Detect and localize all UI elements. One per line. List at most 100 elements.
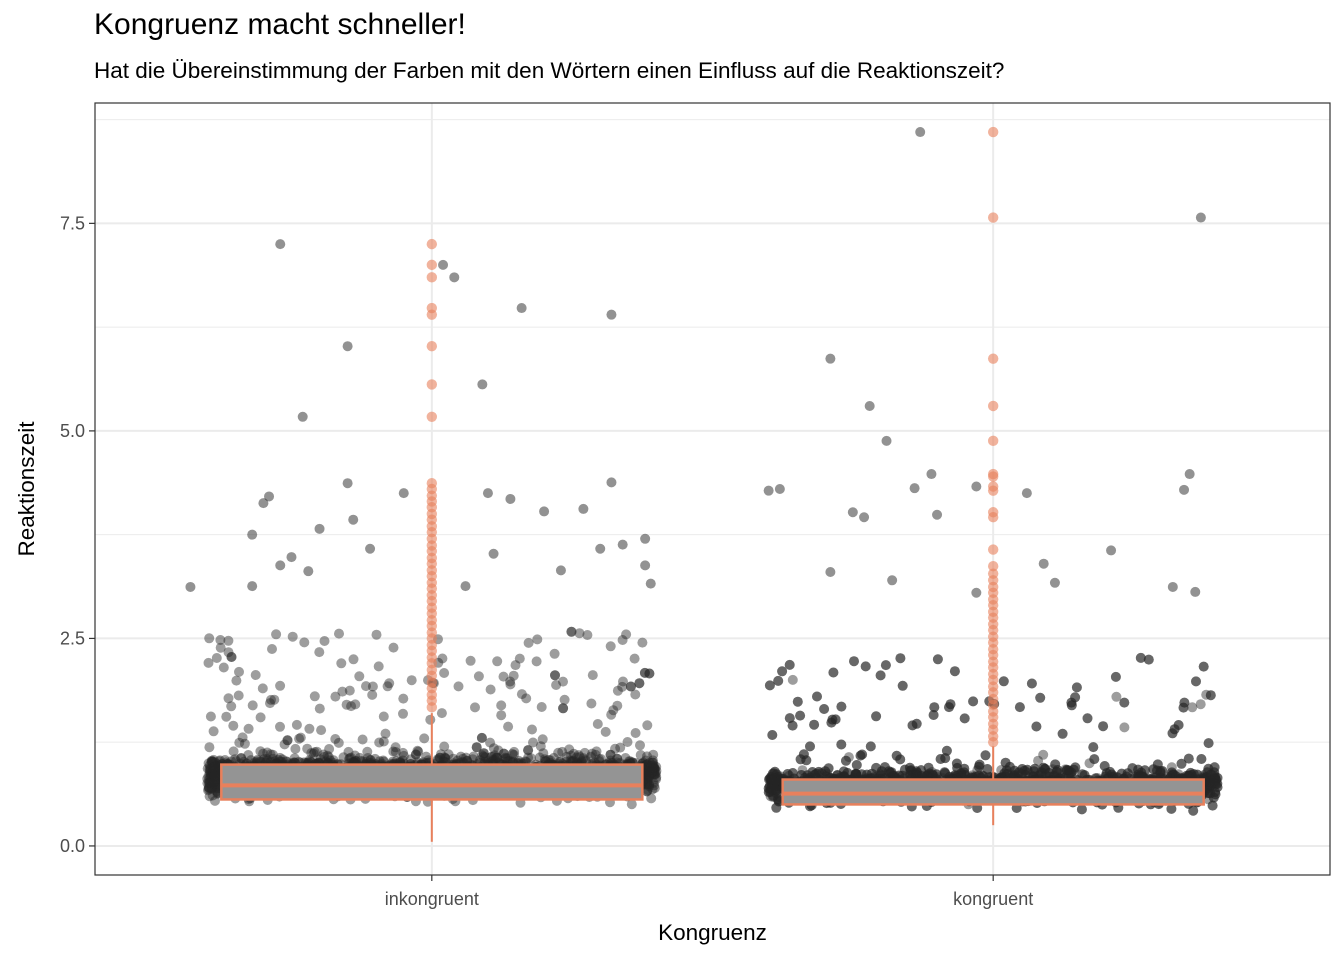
jitter-point <box>974 759 985 770</box>
jitter-point <box>929 702 940 713</box>
jitter-point <box>1009 769 1020 780</box>
jitter-point <box>641 759 652 770</box>
jitter-point <box>586 751 596 762</box>
jitter-point <box>1183 770 1194 781</box>
jitter-point <box>643 766 654 776</box>
jitter-point <box>960 770 971 780</box>
jitter-point <box>1179 697 1190 708</box>
jitter-point <box>1076 804 1087 815</box>
jitter-point <box>773 796 784 807</box>
jitter-point <box>341 699 352 710</box>
jitter-point <box>505 755 516 766</box>
jitter-point <box>208 763 219 774</box>
jitter-point <box>769 777 780 788</box>
jitter-point <box>651 772 662 783</box>
jitter-point <box>1209 773 1220 784</box>
jitter-point <box>856 769 867 780</box>
jitter-point <box>202 778 213 789</box>
jitter-point <box>523 745 534 756</box>
jitter-point <box>587 670 598 681</box>
jitter-point <box>1198 770 1209 781</box>
jitter-point <box>612 753 623 764</box>
jitter-point <box>1202 767 1213 778</box>
jitter-point <box>612 700 623 711</box>
jitter-point <box>471 742 482 753</box>
jitter-point <box>827 714 838 725</box>
jitter-point <box>492 752 503 763</box>
jitter-point <box>206 769 217 780</box>
jitter-point <box>398 693 409 704</box>
jitter-point <box>639 667 650 678</box>
jitter-point <box>287 631 298 642</box>
jitter-point <box>617 635 628 645</box>
jitter-point <box>334 628 344 639</box>
jitter-point <box>772 772 783 782</box>
jitter-point <box>1064 768 1075 778</box>
jitter-point <box>208 726 219 737</box>
jitter-point <box>425 714 436 725</box>
jitter-point <box>344 685 355 696</box>
jitter-point <box>397 755 408 766</box>
jitter-point <box>507 749 518 759</box>
jitter-point <box>813 766 824 777</box>
jitter-point <box>910 770 921 781</box>
jitter-point <box>500 753 511 764</box>
jitter-point <box>211 760 222 771</box>
jitter-point <box>830 714 841 725</box>
jitter-point <box>410 749 421 760</box>
jitter-point <box>838 766 849 777</box>
jitter-point <box>1106 769 1117 780</box>
jitter-point <box>770 772 781 783</box>
jitter-point <box>203 657 214 668</box>
jitter-point <box>209 776 220 787</box>
jitter-point <box>319 636 330 646</box>
jitter-point <box>974 759 985 770</box>
jitter-point <box>644 779 655 790</box>
jitter-point <box>1016 769 1027 780</box>
jitter-point <box>1203 785 1214 796</box>
jitter-point <box>926 767 937 777</box>
jitter-point <box>1169 724 1180 735</box>
jitter-point <box>267 749 278 760</box>
jitter-point <box>801 755 812 766</box>
jitter-point <box>246 755 256 766</box>
jitter-point <box>523 637 534 648</box>
jitter-point <box>204 782 215 793</box>
jitter-point <box>508 749 519 760</box>
jitter-point <box>911 766 922 777</box>
jitter-point <box>605 641 616 652</box>
jitter-point <box>204 760 215 771</box>
jitter-point <box>642 777 653 788</box>
jitter-point <box>832 770 843 781</box>
jitter-point <box>498 748 509 759</box>
jitter-point <box>211 781 222 792</box>
jitter-point <box>206 756 217 767</box>
jitter-point <box>1033 755 1044 766</box>
jitter-point <box>439 741 450 752</box>
jitter-point <box>895 754 906 765</box>
grid-layer <box>95 103 1330 875</box>
jitter-point <box>649 764 660 775</box>
jitter-point <box>643 770 654 781</box>
jitter-point <box>304 723 315 734</box>
jitter-point <box>884 766 894 777</box>
jitter-point <box>967 770 977 781</box>
jitter-point <box>1111 691 1122 702</box>
jitter-point <box>211 786 222 797</box>
jitter-point <box>907 720 918 731</box>
jitter-point <box>1205 788 1216 799</box>
jitter-point <box>771 802 782 813</box>
jitter-point <box>956 770 967 781</box>
jitter-point <box>550 670 560 681</box>
jitter-point <box>764 680 775 691</box>
jitter-point <box>485 684 496 695</box>
jitter-point <box>977 770 988 781</box>
jitter-point <box>809 769 820 780</box>
jitter-point <box>277 754 288 765</box>
jitter-point <box>1082 713 1093 724</box>
jitter-point <box>209 775 220 785</box>
jitter-point <box>333 737 344 748</box>
jitter-point <box>911 718 922 729</box>
jitter-point <box>1061 764 1072 775</box>
jitter-point <box>1167 728 1178 739</box>
